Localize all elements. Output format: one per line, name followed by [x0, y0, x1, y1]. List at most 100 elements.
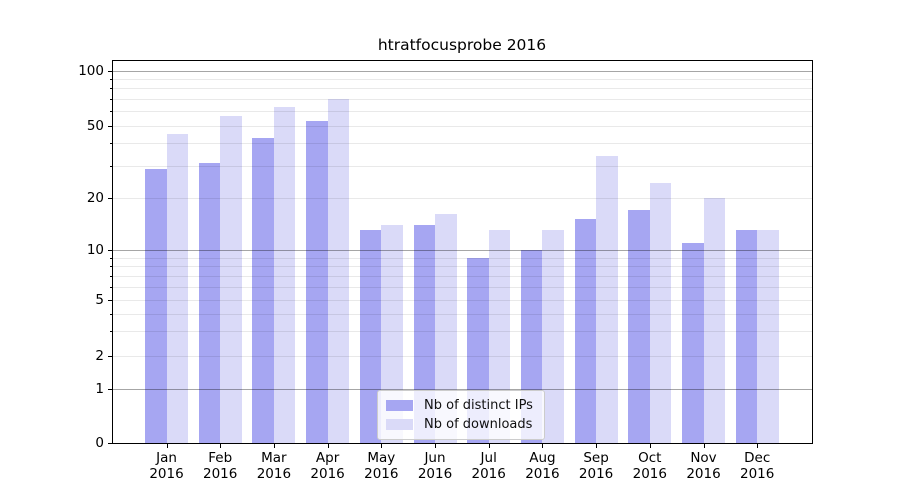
- y-axis-tick-label-50: 50: [86, 118, 104, 134]
- bar-downloads-may: [381, 224, 403, 443]
- y-axis-tick-label-100: 100: [78, 62, 104, 79]
- x-label-year: 2016: [740, 466, 775, 482]
- y-axis-minortick-6: [109, 286, 112, 288]
- x-axis-tick-nov: [703, 444, 705, 448]
- x-axis-tick-label-jan: Jan 2016: [139, 450, 195, 482]
- x-axis-tick-label-jul: Jul 2016: [461, 450, 517, 482]
- x-axis-tick-label-may: May 2016: [353, 450, 409, 482]
- bar-downloads-mar: [273, 107, 296, 443]
- x-axis-tick-oct: [649, 444, 651, 448]
- x-label-month: Nov: [690, 450, 717, 466]
- x-label-year: 2016: [578, 466, 614, 482]
- y-gridline-7: [113, 275, 812, 277]
- bar-ips-feb: [198, 163, 221, 443]
- x-label-month: Apr: [315, 450, 340, 466]
- x-label-month: Mar: [261, 450, 287, 466]
- x-axis-tick-may: [381, 444, 383, 448]
- bar-downloads-jul: [488, 230, 511, 443]
- bar-ips-jun: [413, 224, 435, 443]
- x-axis-tick-jul: [488, 444, 490, 448]
- legend-swatch-downloads: [386, 419, 413, 430]
- y-axis-minortick-8: [109, 266, 112, 268]
- y-gridline-4: [113, 313, 812, 315]
- y-gridline-20: [113, 197, 812, 199]
- x-label-month: Jun: [424, 450, 446, 466]
- x-axis-tick-label-dec: Dec 2016: [729, 450, 785, 482]
- y-axis-tick-label-0: 0: [95, 435, 104, 451]
- y-axis-tick-10: [108, 250, 112, 251]
- bar-ips-sep: [574, 219, 597, 443]
- bar-ips-dec: [735, 230, 758, 443]
- y-axis-tick-20: [108, 197, 112, 199]
- y-axis-minortick-9: [109, 257, 112, 259]
- y-gridline-5: [113, 300, 812, 301]
- chart-title: htratfocusprobe 2016: [377, 36, 547, 54]
- x-label-year: 2016: [471, 466, 506, 482]
- x-label-year: 2016: [417, 466, 453, 482]
- x-label-year: 2016: [525, 466, 560, 482]
- bar-ips-oct: [628, 209, 650, 443]
- x-axis-tick-label-oct: Oct 2016: [622, 450, 678, 482]
- y-axis-minortick-4: [109, 313, 112, 315]
- legend-label-distinct-ips: Nb of distinct IPs: [424, 398, 533, 413]
- y-gridline-70: [113, 99, 812, 101]
- y-gridline-6: [113, 286, 812, 288]
- y-gridline-60: [113, 111, 812, 113]
- y-axis-tick-100: [108, 70, 112, 72]
- y-axis-tick-2: [108, 356, 112, 357]
- bar-ips-mar: [252, 137, 274, 443]
- y-axis-tick-label-10: 10: [86, 242, 104, 258]
- bar-ips-apr: [306, 121, 328, 443]
- x-label-month: Sep: [583, 450, 609, 466]
- bar-downloads-oct: [649, 183, 672, 443]
- y-gridline-1: [113, 388, 812, 390]
- bar-ips-nov: [682, 242, 704, 443]
- y-axis-tick-0: [108, 443, 112, 444]
- x-label-month: Oct: [638, 450, 662, 466]
- x-axis-tick-dec: [757, 444, 759, 448]
- y-axis-tick-5: [108, 300, 112, 301]
- y-axis-tick-50: [108, 126, 112, 127]
- bar-ips-jan: [145, 168, 167, 443]
- y-axis-minortick-80: [109, 88, 112, 90]
- x-axis-tick-feb: [220, 444, 222, 448]
- y-axis-tick-label-1: 1: [95, 380, 104, 397]
- x-label-month: Jul: [480, 450, 497, 466]
- y-gridline-3: [113, 331, 812, 333]
- x-axis-tick-sep: [596, 444, 598, 448]
- y-gridline-90: [113, 78, 812, 80]
- x-axis-tick-aug: [542, 444, 544, 448]
- y-axis-minortick-70: [109, 99, 112, 101]
- y-gridline-100: [113, 70, 812, 72]
- x-label-year: 2016: [203, 466, 238, 482]
- x-label-year: 2016: [310, 466, 345, 482]
- x-label-month: May: [367, 450, 396, 466]
- legend: Nb of distinct IPs Nb of downloads: [377, 390, 545, 440]
- legend-label-downloads: Nb of downloads: [424, 417, 533, 432]
- legend-item-downloads: Nb of downloads: [386, 415, 533, 434]
- x-label-month: Dec: [744, 450, 771, 466]
- y-gridline-9: [113, 257, 812, 259]
- y-axis-tick-label-20: 20: [86, 189, 104, 206]
- x-axis-tick-label-aug: Aug 2016: [514, 450, 570, 482]
- x-axis-tick-jan: [166, 444, 168, 448]
- x-axis-tick-label-jun: Jun 2016: [407, 450, 463, 482]
- bar-downloads-jan: [166, 134, 188, 443]
- bar-downloads-aug: [542, 230, 564, 443]
- y-axis-tick-label-2: 2: [95, 348, 104, 364]
- x-axis-tick-mar: [273, 444, 275, 448]
- x-label-month: Jan: [156, 450, 177, 466]
- x-axis-tick-label-sep: Sep 2016: [568, 450, 624, 482]
- y-axis-minortick-90: [109, 78, 112, 80]
- x-axis-tick-apr: [327, 444, 329, 448]
- y-axis-minortick-7: [109, 275, 112, 277]
- x-label-year: 2016: [632, 466, 667, 482]
- x-axis-tick-label-feb: Feb 2016: [192, 450, 248, 482]
- x-label-year: 2016: [149, 466, 184, 482]
- x-axis-tick-label-mar: Mar 2016: [246, 450, 302, 482]
- x-label-month: Feb: [208, 450, 233, 466]
- legend-item-distinct-ips: Nb of distinct IPs: [386, 396, 533, 415]
- y-axis-minortick-60: [109, 111, 112, 113]
- y-gridline-30: [113, 165, 812, 167]
